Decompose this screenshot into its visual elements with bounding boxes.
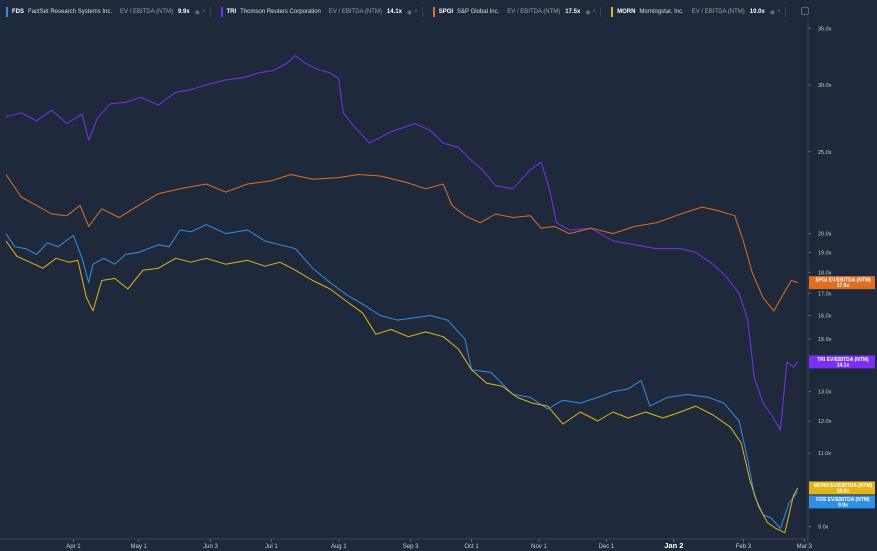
y-tick-label: 11.0x: [818, 451, 831, 457]
y-tick-label: 25.0x: [818, 150, 832, 156]
legend-value: 10.0x: [749, 9, 765, 15]
x-tick-label: Mar 3: [797, 544, 813, 550]
y-tick-label: 20.0x: [818, 232, 832, 238]
end-badge-spgi: [809, 276, 875, 290]
visibility-toggle-icon[interactable]: ◉: [194, 9, 200, 16]
visibility-toggle-icon[interactable]: ◉: [585, 9, 591, 16]
end-badge-value: 10.0x: [837, 488, 850, 494]
legend-ticker: MORN: [617, 9, 636, 15]
legend-metric: EV / EBITDA (NTM): [507, 9, 561, 15]
legend-separator: [784, 7, 786, 17]
legend-swatch: [432, 7, 435, 17]
y-tick-label: 30.0x: [818, 83, 832, 89]
legend-name: Morningstar, Inc.: [639, 9, 684, 15]
y-tick-label: 16.0x: [818, 313, 832, 319]
remove-series-icon[interactable]: ×: [592, 9, 597, 15]
legend-name: FactSet Research Systems Inc.: [28, 9, 113, 15]
x-tick-label: Jan 2: [664, 541, 683, 550]
y-tick-label: 35.0x: [818, 26, 832, 32]
series-line-morn: [5, 240, 799, 534]
end-badge-label: FDS EV/EBITDA (NTM): [816, 497, 870, 503]
end-badge-value: 14.1x: [837, 362, 850, 368]
legend-swatch: [6, 7, 8, 17]
legend-ticker: FDS: [12, 9, 24, 15]
y-tick-label: 9.0x: [818, 525, 829, 531]
legend-ticker: SPGI: [438, 9, 454, 15]
x-tick-label: Feb 3: [736, 544, 752, 550]
legend-item-tri[interactable]: TRI Thomson Reuters Corporation EV / EBITD…: [220, 7, 423, 17]
legend-metric: EV / EBITDA (NTM): [328, 9, 382, 15]
legend-metric: EV / EBITDA (NTM): [691, 9, 745, 15]
legend-item-morn[interactable]: MORN Morningstar, Inc. EV / EBITDA (NTM) 10…: [611, 7, 786, 17]
end-badge-label: MORN EV/EBITDA (NTM): [814, 483, 873, 489]
y-tick-label: 19.0x: [818, 250, 832, 256]
remove-series-icon[interactable]: ×: [777, 9, 781, 15]
x-tick-label: May 1: [131, 544, 148, 550]
x-tick-label: Dec 1: [599, 544, 615, 550]
legend-name: S&P Global Inc.: [457, 9, 500, 15]
legend-metric: EV / EBITDA (NTM): [120, 9, 174, 15]
legend-name: Thomson Reuters Corporation: [240, 9, 321, 15]
y-tick-label: 13.0x: [818, 390, 832, 396]
legend-separator: [421, 7, 423, 17]
visibility-toggle-icon[interactable]: ◉: [769, 9, 776, 16]
x-tick-label: Sep 3: [403, 544, 419, 550]
legend-value: 14.1x: [386, 9, 402, 15]
legend-ticker: TRI: [226, 9, 237, 15]
legend-value: 17.5x: [565, 9, 581, 15]
x-tick-label: Aug 1: [331, 544, 347, 550]
end-badge-label: SPGI EV/EBITDA (NTM): [815, 278, 871, 284]
legend-separator: [600, 7, 602, 17]
y-tick-label: 12.0x: [818, 419, 832, 425]
end-badge-morn: [809, 481, 875, 495]
chart-settings-icon[interactable]: [801, 7, 809, 15]
legend-item-fds[interactable]: FDS FactSet Research Systems Inc. EV / EBI…: [6, 7, 211, 17]
x-tick-label: Nov 1: [531, 544, 547, 550]
y-tick-label: 17.0x: [818, 291, 832, 297]
legend-separator: [209, 7, 211, 17]
x-tick-label: Jun 3: [203, 544, 218, 550]
end-badge-fds: [809, 495, 875, 509]
series-line-tri: [5, 55, 799, 431]
legend-swatch: [220, 7, 223, 17]
x-tick-label: Oct 1: [464, 544, 479, 550]
visibility-toggle-icon[interactable]: ◉: [406, 9, 413, 16]
y-tick-label: 18.0x: [818, 270, 832, 276]
legend-value: 9.9x: [178, 9, 190, 15]
series-line-fds: [5, 224, 799, 530]
end-badge-tri: [809, 355, 875, 369]
chart-legend: FDS FactSet Research Systems Inc. EV / EBI…: [0, 4, 810, 20]
remove-series-icon[interactable]: ×: [201, 9, 206, 15]
y-tick-label: 15.0x: [818, 337, 832, 343]
end-badge-label: TRI EV/EBITDA (NTM): [817, 357, 869, 363]
remove-series-icon[interactable]: ×: [414, 9, 418, 15]
end-badge-value: 9.9x: [838, 502, 848, 508]
x-tick-label: Apr 1: [66, 544, 81, 550]
series-line-spgi: [5, 174, 798, 312]
end-badge-value: 17.5x: [837, 283, 850, 289]
legend-swatch: [611, 7, 614, 17]
x-tick-label: Jul 1: [265, 544, 278, 550]
legend-item-spgi[interactable]: SPGI S&P Global Inc. EV / EBITDA (NTM) 17.5…: [432, 7, 602, 17]
